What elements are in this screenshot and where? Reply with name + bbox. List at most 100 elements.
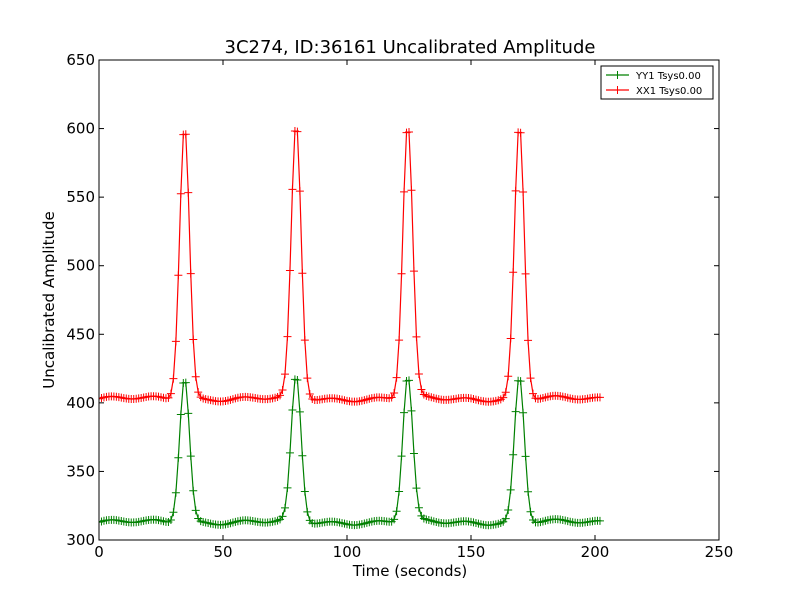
- data-point: [526, 507, 535, 516]
- y-tick-label: 350: [66, 462, 95, 480]
- data-point: [506, 334, 515, 343]
- data-point: [176, 410, 185, 419]
- data-point: [595, 393, 604, 402]
- data-point: [509, 450, 518, 459]
- data-point: [186, 269, 195, 278]
- data-point: [166, 389, 175, 398]
- data-point: [191, 372, 200, 381]
- data-point: [405, 128, 413, 137]
- series-0: [99, 375, 604, 530]
- data-point: [278, 386, 287, 395]
- data-point: [395, 336, 404, 345]
- y-tick-label: 500: [66, 257, 95, 275]
- data-point: [303, 374, 312, 383]
- data-point: [414, 503, 423, 512]
- data-point: [521, 452, 530, 461]
- data-point: [189, 486, 198, 495]
- data-point: [511, 186, 520, 195]
- data-point: [166, 516, 175, 525]
- legend-entry: XX1 Tsys0.00: [606, 86, 702, 97]
- data-point: [285, 266, 294, 275]
- data-point: [395, 487, 404, 496]
- y-tick-label: 400: [66, 394, 95, 412]
- data-point: [509, 268, 518, 277]
- data-point: [181, 378, 190, 387]
- data-point: [526, 374, 535, 383]
- data-point: [283, 332, 292, 341]
- data-point: [298, 269, 307, 278]
- x-tick-label: 200: [581, 543, 610, 561]
- data-point: [516, 377, 525, 386]
- data-point: [283, 483, 292, 492]
- data-point: [409, 267, 418, 276]
- data-point: [417, 385, 426, 394]
- chart-title: 3C274, ID:36161 Uncalibrated Amplitude: [225, 37, 596, 58]
- y-tick-label: 300: [66, 531, 95, 549]
- data-point: [169, 374, 178, 383]
- y-axis-label: Uncalibrated Amplitude: [40, 211, 58, 388]
- data-point: [529, 389, 537, 398]
- data-point: [390, 388, 399, 397]
- data-point: [407, 406, 416, 415]
- x-tick-label: 150: [457, 543, 486, 561]
- data-point: [295, 407, 304, 416]
- data-point: [405, 376, 413, 385]
- data-point: [524, 336, 533, 345]
- data-point: [305, 390, 314, 399]
- y-tick-label: 550: [66, 188, 95, 206]
- data-point: [298, 451, 307, 460]
- data-point: [174, 453, 183, 462]
- data-point: [184, 188, 193, 197]
- data-point: [276, 391, 285, 400]
- data-point: [519, 408, 528, 417]
- legend-box: [600, 65, 714, 100]
- data-point: [387, 393, 396, 402]
- data-point: [288, 406, 297, 415]
- data-point: [285, 448, 294, 457]
- data-point: [400, 187, 409, 196]
- data-point: [293, 376, 302, 385]
- data-point: [390, 515, 399, 524]
- data-point: [191, 506, 200, 515]
- legend: YY1 Tsys0.00 XX1 Tsys0.00: [600, 65, 714, 100]
- y-tick-label: 450: [66, 325, 95, 343]
- legend-entry: YY1 Tsys0.00: [606, 71, 701, 82]
- data-point: [300, 336, 309, 345]
- data-point: [412, 332, 421, 341]
- data-point: [171, 337, 180, 346]
- data-point: [293, 127, 302, 136]
- data-point: [516, 128, 525, 137]
- data-point: [506, 485, 515, 494]
- data-point: [278, 512, 287, 521]
- data-point: [281, 370, 289, 379]
- data-point: [501, 514, 510, 523]
- legend-label: XX1 Tsys0.00: [636, 86, 702, 97]
- data-point: [519, 188, 528, 197]
- data-point: [171, 488, 180, 497]
- data-point: [392, 507, 401, 516]
- data-point: [169, 508, 178, 517]
- data-point: [281, 503, 289, 512]
- data-point: [303, 507, 312, 516]
- x-tick-label: 100: [333, 543, 362, 561]
- data-point: [194, 388, 203, 397]
- data-point: [524, 487, 533, 496]
- y-tick-label: 600: [66, 120, 95, 138]
- plot-frame: [98, 59, 720, 541]
- legend-label: YY1 Tsys0.00: [635, 71, 701, 82]
- data-point: [501, 388, 510, 397]
- data-point: [397, 269, 406, 278]
- data-point: [186, 452, 195, 461]
- data-point: [400, 408, 409, 417]
- data-point: [412, 484, 421, 493]
- x-tick-label: 250: [705, 543, 734, 561]
- data-point: [288, 185, 297, 194]
- data-point: [164, 393, 173, 402]
- data-point: [300, 487, 309, 496]
- data-point: [521, 269, 530, 278]
- data-point: [511, 407, 520, 416]
- data-point: [414, 370, 423, 379]
- data-point: [409, 449, 418, 458]
- data-point: [504, 505, 513, 514]
